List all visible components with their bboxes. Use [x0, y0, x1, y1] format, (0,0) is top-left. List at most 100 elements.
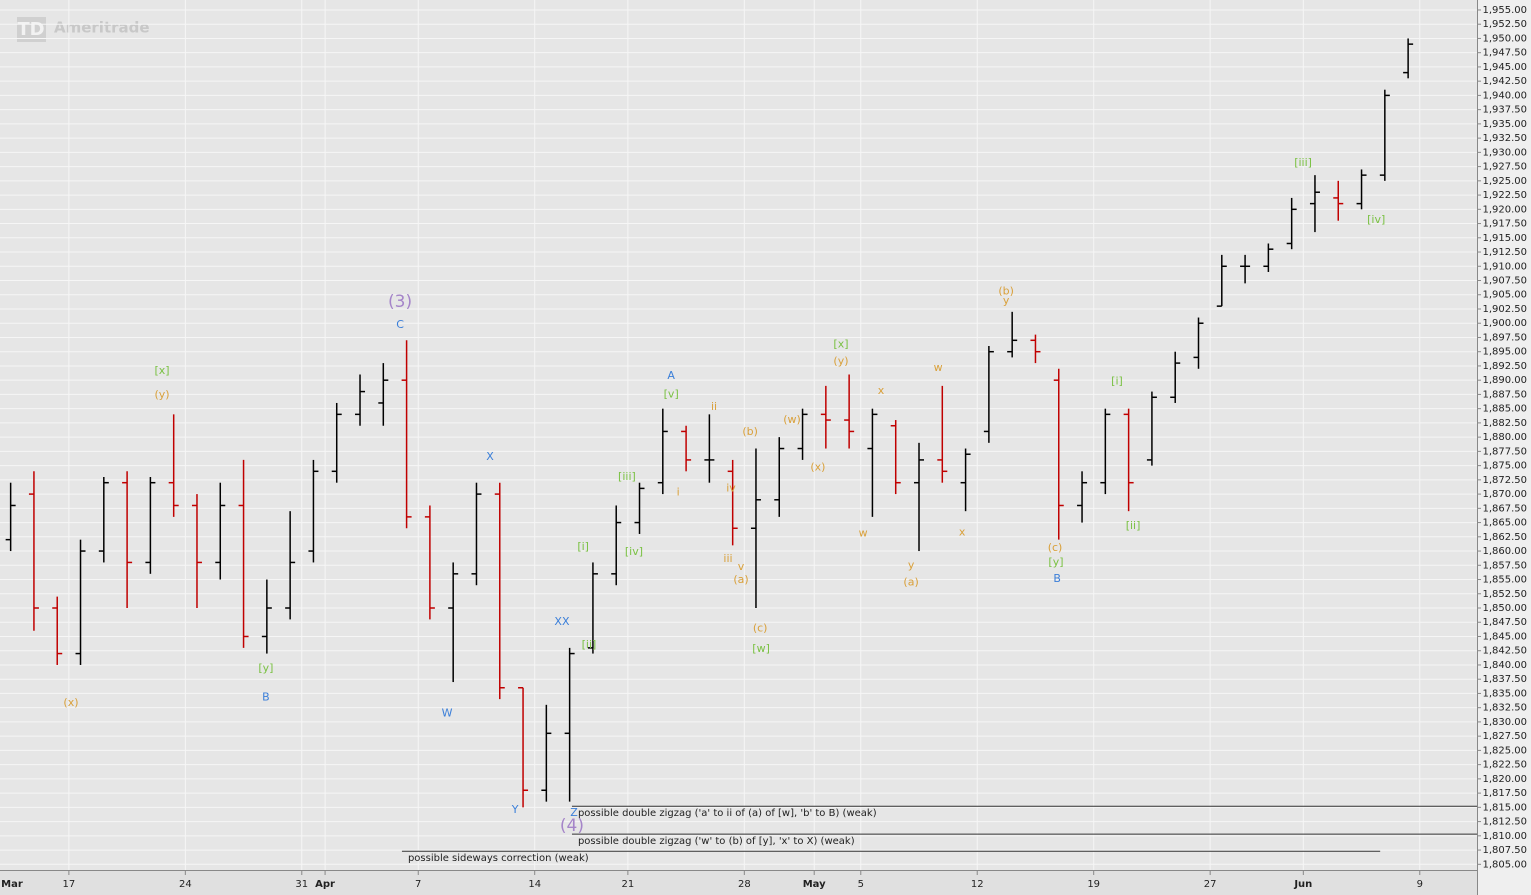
y-tick-label: 1,890.00	[1482, 375, 1527, 386]
y-tick-label: 1,945.00	[1482, 62, 1527, 73]
wave-label: [x]	[154, 364, 169, 377]
wave-label: y	[908, 558, 915, 571]
y-tick-label: 1,817.50	[1482, 788, 1527, 799]
wave-label: [i]	[577, 540, 589, 553]
x-tick-label: 28	[738, 879, 751, 890]
wave-label: y	[1003, 294, 1010, 307]
comment-text: possible sideways correction (weak)	[408, 853, 589, 864]
y-tick-label: 1,917.50	[1482, 219, 1527, 230]
y-tick-label: 1,895.00	[1482, 347, 1527, 358]
y-tick-label: 1,882.50	[1482, 418, 1527, 429]
y-tick-label: 1,942.50	[1482, 76, 1527, 87]
wave-label: (x)	[63, 696, 78, 709]
wave-label: (c)	[1048, 541, 1063, 554]
y-tick-label: 1,912.50	[1482, 247, 1527, 258]
wave-label: XX	[554, 615, 570, 628]
y-tick-label: 1,887.50	[1482, 389, 1527, 400]
wave-label: A	[667, 369, 675, 382]
x-tick-label: May	[803, 879, 826, 890]
y-tick-label: 1,827.50	[1482, 731, 1527, 742]
y-tick-label: 1,855.00	[1482, 575, 1527, 586]
wave-label: (4)	[560, 816, 584, 836]
y-tick-label: 1,862.50	[1482, 532, 1527, 543]
wave-label: x	[878, 384, 885, 397]
wave-label: [iii]	[1294, 156, 1312, 169]
wave-label: (w)	[783, 413, 801, 426]
wave-label: (b)	[998, 284, 1014, 297]
y-tick-label: 1,950.00	[1482, 33, 1527, 44]
y-tick-label: 1,857.50	[1482, 560, 1527, 571]
wave-label: iv	[726, 481, 736, 494]
y-tick-label: 1,865.00	[1482, 518, 1527, 529]
y-tick-label: 1,927.50	[1482, 162, 1527, 173]
y-tick-label: 1,850.00	[1482, 603, 1527, 614]
wave-label: (3)	[388, 292, 412, 312]
x-tick-label: 17	[63, 879, 76, 890]
x-tick-label: 27	[1204, 879, 1217, 890]
y-tick-label: 1,875.00	[1482, 461, 1527, 472]
x-tick-label: 9	[1417, 879, 1423, 890]
y-tick-label: 1,902.50	[1482, 304, 1527, 315]
y-tick-label: 1,870.00	[1482, 489, 1527, 500]
wave-label: [v]	[664, 387, 679, 400]
y-tick-label: 1,932.50	[1482, 133, 1527, 144]
x-tick-label: 24	[179, 879, 192, 890]
y-tick-label: 1,832.50	[1482, 703, 1527, 714]
y-tick-label: 1,910.00	[1482, 261, 1527, 272]
y-tick-label: 1,940.00	[1482, 90, 1527, 101]
x-tick-label: Jun	[1293, 879, 1312, 890]
wave-label: [x]	[833, 337, 848, 350]
y-tick-label: 1,877.50	[1482, 446, 1527, 457]
y-tick-label: 1,955.00	[1482, 5, 1527, 16]
y-tick-label: 1,872.50	[1482, 475, 1527, 486]
y-tick-label: 1,847.50	[1482, 617, 1527, 628]
y-tick-label: 1,947.50	[1482, 48, 1527, 59]
x-tick-label: 5	[858, 879, 864, 890]
wave-label: (b)	[742, 425, 758, 438]
x-tick-label: 31	[295, 879, 308, 890]
y-tick-label: 1,905.00	[1482, 290, 1527, 301]
y-tick-label: 1,900.00	[1482, 318, 1527, 329]
y-tick-label: 1,842.50	[1482, 646, 1527, 657]
comment-text: possible double zigzag ('a' to ii of (a)…	[578, 808, 877, 819]
y-tick-label: 1,920.00	[1482, 204, 1527, 215]
y-tick-label: 1,830.00	[1482, 717, 1527, 728]
x-tick-label: Apr	[315, 879, 335, 890]
y-tick-label: 1,897.50	[1482, 332, 1527, 343]
y-tick-label: 1,922.50	[1482, 190, 1527, 201]
y-tick-label: 1,805.00	[1482, 859, 1527, 870]
x-tick-label: 12	[971, 879, 984, 890]
wave-label: (x)	[810, 460, 825, 473]
y-tick-label: 1,880.00	[1482, 432, 1527, 443]
wave-label: w	[859, 526, 868, 539]
wave-label: [ii]	[1126, 519, 1141, 532]
wave-label: i	[677, 485, 680, 498]
wave-label: (a)	[733, 573, 748, 586]
x-tick-label: Mar	[1, 879, 23, 890]
y-tick-label: 1,820.00	[1482, 774, 1527, 785]
y-tick-label: 1,852.50	[1482, 589, 1527, 600]
wave-label: Z	[570, 806, 578, 819]
wave-label: [iv]	[1367, 213, 1385, 226]
y-tick-label: 1,937.50	[1482, 105, 1527, 116]
y-tick-label: 1,815.00	[1482, 802, 1527, 813]
x-tick-label: 21	[621, 879, 634, 890]
wave-label: [w]	[752, 642, 770, 655]
wave-label: (c)	[753, 622, 768, 635]
y-tick-label: 1,807.50	[1482, 845, 1527, 856]
wave-label: W	[442, 706, 453, 719]
wave-label: B	[1053, 572, 1061, 585]
wave-label: [iii]	[618, 470, 636, 483]
y-tick-label: 1,915.00	[1482, 233, 1527, 244]
y-tick-label: 1,835.00	[1482, 688, 1527, 699]
y-tick-label: 1,837.50	[1482, 674, 1527, 685]
wave-label: [y]	[1048, 555, 1063, 568]
x-tick-label: 7	[415, 879, 421, 890]
wave-label: (y)	[833, 354, 848, 367]
axis-background	[1478, 0, 1531, 895]
wave-label: v	[738, 560, 745, 573]
wave-label: [ii]	[582, 638, 597, 651]
logo-box	[17, 17, 46, 42]
wave-label: X	[486, 450, 494, 463]
x-axis-background	[0, 870, 1478, 895]
